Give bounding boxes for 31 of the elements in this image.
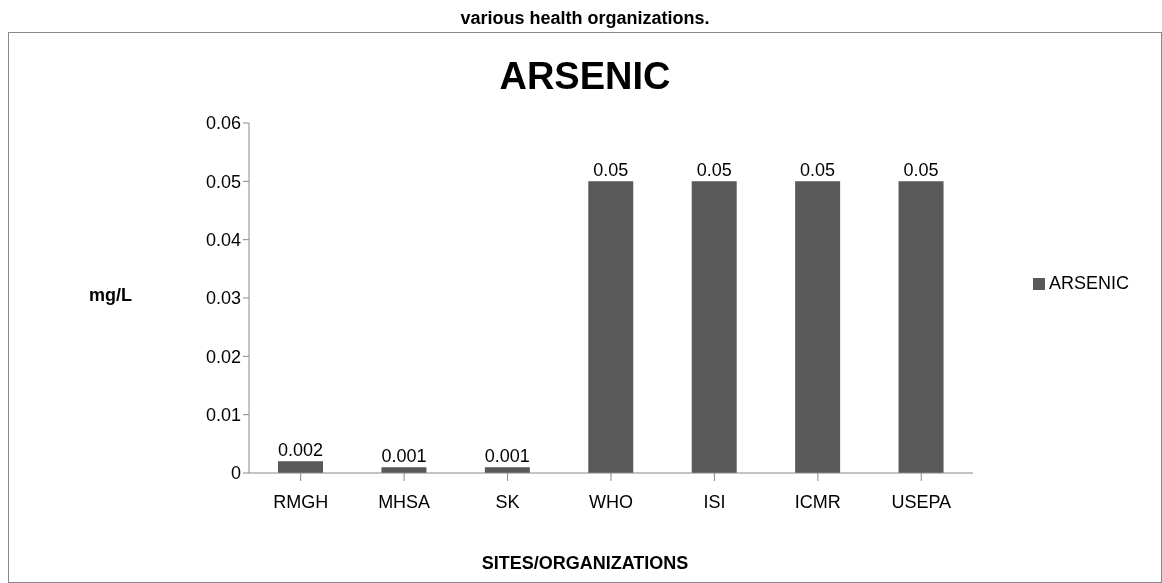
x-tick-label: WHO <box>588 491 633 512</box>
chart-title: ARSENIC <box>498 55 672 98</box>
data-label: 0.001 <box>484 446 530 467</box>
y-tick-label: 0.05 <box>205 171 241 192</box>
x-tick-label: ICMR <box>794 491 841 512</box>
y-tick-label: 0.06 <box>205 113 241 134</box>
x-axis-title: SITES/ORGANIZATIONS <box>480 553 690 574</box>
x-tick-label: ISI <box>703 491 726 512</box>
y-tick-label: 0 <box>230 463 241 484</box>
bar <box>278 461 323 473</box>
legend-label: ARSENIC <box>1048 272 1129 293</box>
y-tick-label: 0.04 <box>205 230 241 251</box>
data-label: 0.05 <box>593 160 629 181</box>
bar <box>795 181 841 473</box>
data-label: 0.05 <box>800 160 836 181</box>
data-label: 0.001 <box>381 446 427 467</box>
bar <box>691 181 737 473</box>
data-label: 0.002 <box>277 440 324 461</box>
bar <box>588 181 634 473</box>
data-label: 0.05 <box>696 160 732 181</box>
bar <box>898 181 944 473</box>
text: various health organizations. <box>459 8 711 29</box>
x-tick-label: USEPA <box>891 491 952 512</box>
x-tick-label: MHSA <box>378 491 431 512</box>
y-tick-label: 0.01 <box>205 405 241 426</box>
x-tick-label: SK <box>495 491 520 512</box>
x-tick-label: RMGH <box>273 491 329 512</box>
y-axis-title: mg/L <box>89 285 132 306</box>
y-tick-label: 0.03 <box>205 288 241 309</box>
y-tick-label: 0.02 <box>205 346 241 367</box>
data-label: 0.05 <box>903 160 939 181</box>
